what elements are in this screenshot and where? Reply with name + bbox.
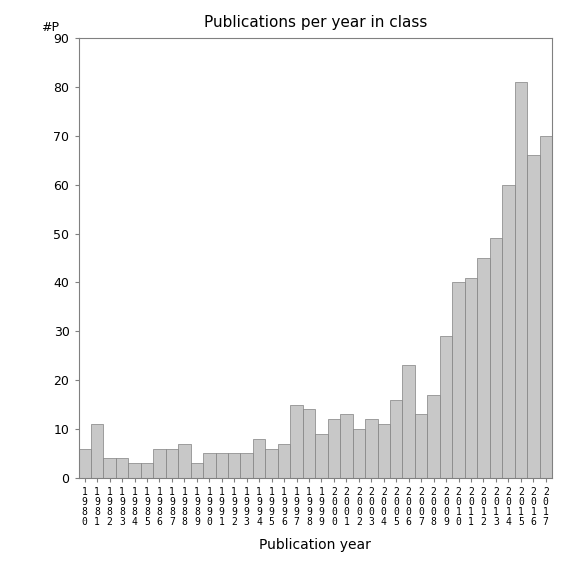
Bar xyxy=(440,336,452,478)
Bar xyxy=(540,136,552,478)
Bar xyxy=(91,424,103,478)
Bar xyxy=(178,443,191,478)
Bar xyxy=(452,282,465,478)
Bar xyxy=(203,454,215,478)
Bar xyxy=(253,439,265,478)
Bar xyxy=(353,429,365,478)
Bar xyxy=(141,463,153,478)
Bar xyxy=(78,448,91,478)
Bar xyxy=(166,448,178,478)
Bar xyxy=(303,409,315,478)
Bar xyxy=(390,400,403,478)
Bar xyxy=(240,454,253,478)
Bar xyxy=(465,277,477,478)
Bar xyxy=(191,463,203,478)
Bar xyxy=(403,366,415,478)
Bar xyxy=(477,258,490,478)
Bar xyxy=(290,405,303,478)
Bar xyxy=(328,419,340,478)
Bar xyxy=(215,454,228,478)
Title: Publications per year in class: Publications per year in class xyxy=(204,15,427,30)
Bar xyxy=(103,458,116,478)
Bar xyxy=(502,185,515,478)
Bar xyxy=(278,443,290,478)
Bar xyxy=(153,448,166,478)
X-axis label: Publication year: Publication year xyxy=(259,538,371,552)
Bar xyxy=(128,463,141,478)
Bar xyxy=(265,448,278,478)
Bar xyxy=(378,424,390,478)
Bar xyxy=(315,434,328,478)
Bar xyxy=(515,82,527,478)
Bar xyxy=(428,395,440,478)
Bar xyxy=(490,239,502,478)
Text: #P: #P xyxy=(41,21,58,33)
Bar xyxy=(415,414,428,478)
Bar xyxy=(340,414,353,478)
Bar xyxy=(527,155,540,478)
Bar xyxy=(365,419,378,478)
Bar xyxy=(116,458,128,478)
Bar xyxy=(228,454,240,478)
